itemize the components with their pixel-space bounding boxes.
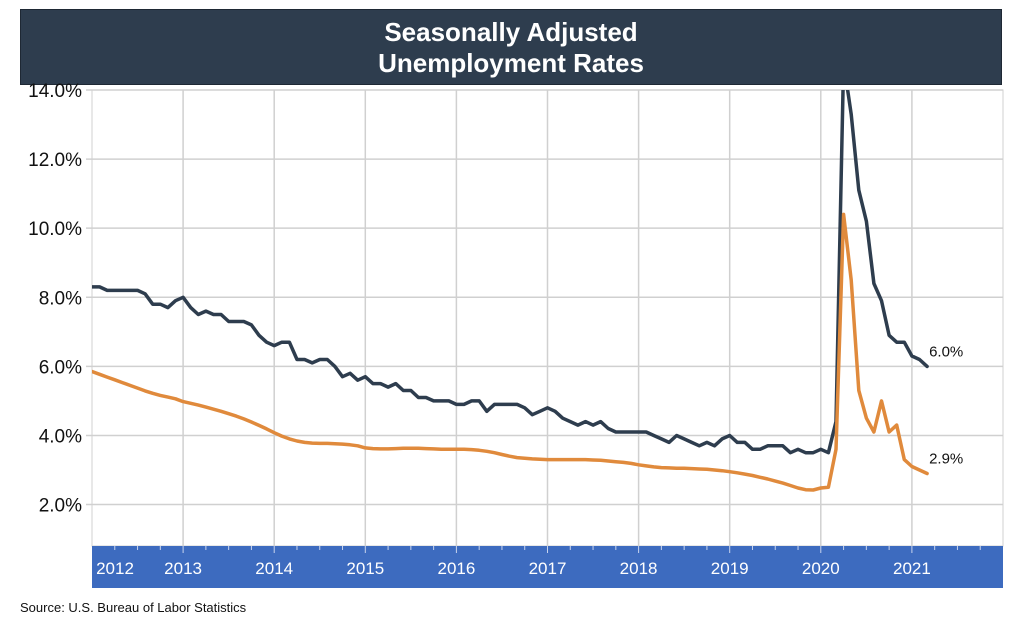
x-tick-label: 2016 [437, 559, 475, 578]
x-tick-label: 2014 [255, 559, 293, 578]
series-end-label-1: 6.0% [929, 343, 963, 360]
series-lines [92, 90, 929, 492]
end-labels: 6.0% 2.9% [929, 343, 963, 467]
y-tick-label: 6.0% [39, 357, 82, 378]
y-tick-label: 2.0% [39, 496, 82, 517]
series-line-2 [92, 212, 929, 492]
y-tick-label: 8.0% [39, 288, 82, 309]
x-tick-label: 2018 [620, 559, 658, 578]
series-end-label-2: 2.9% [929, 450, 963, 467]
x-tick-label: 2017 [529, 559, 567, 578]
y-tick-label: 10.0% [28, 219, 82, 240]
series-line-1 [92, 90, 929, 455]
source-note: Source: U.S. Bureau of Labor Statistics [20, 600, 247, 615]
x-tick-label: 2012 [96, 559, 134, 578]
chart-title-line-2: Unemployment Rates [378, 48, 644, 78]
y-tick-label: 14.0% [28, 81, 82, 102]
grid [86, 89, 1004, 547]
x-tick-label: 2013 [164, 559, 202, 578]
y-tick-label: 12.0% [28, 150, 82, 171]
x-tick-label: 2019 [711, 559, 749, 578]
x-axis: 2012 2013 2014 2015 2016 2017 2018 2019 2020 2021 [92, 546, 1003, 588]
y-axis: 2.0% 4.0% 6.0% 8.0% 10.0% 12.0% 14.0% [28, 81, 82, 517]
x-tick-label: 2021 [893, 559, 931, 578]
chart-title: Seasonally Adjusted Unemployment Rates [20, 9, 1002, 85]
x-tick-label: 2020 [802, 559, 840, 578]
chart-title-line-1: Seasonally Adjusted [384, 17, 638, 47]
y-tick-label: 4.0% [39, 426, 82, 447]
x-tick-label: 2015 [346, 559, 384, 578]
